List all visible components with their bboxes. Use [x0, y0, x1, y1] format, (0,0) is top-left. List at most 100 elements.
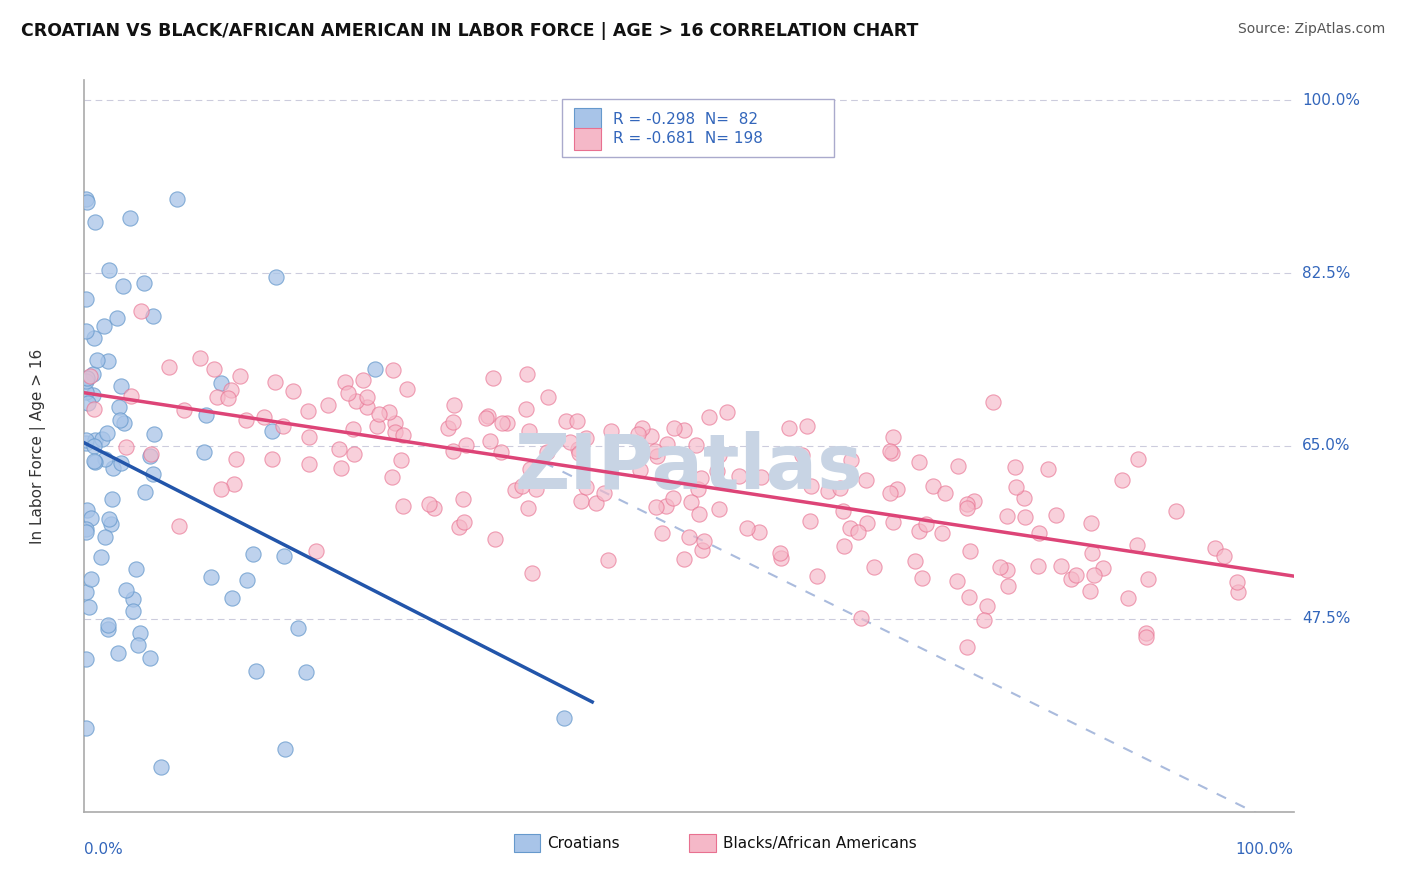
Point — [651, 526, 673, 541]
Point — [75, 292, 97, 306]
Point — [536, 390, 558, 404]
Point — [352, 373, 374, 387]
Bar — [513, 834, 540, 852]
Point — [655, 499, 678, 513]
Point — [706, 464, 728, 478]
Point — [167, 519, 190, 533]
Point — [880, 446, 903, 460]
Point — [75, 652, 97, 666]
Point — [832, 539, 855, 553]
Point — [915, 517, 938, 532]
Point — [568, 446, 591, 460]
Point — [110, 379, 132, 393]
Point — [107, 646, 129, 660]
Point — [108, 401, 131, 415]
Point — [229, 369, 252, 384]
Point — [1004, 480, 1026, 494]
Point — [882, 430, 904, 444]
Point — [778, 421, 800, 435]
Point — [828, 481, 851, 495]
Point — [479, 434, 502, 449]
Point — [105, 311, 128, 326]
Point — [100, 516, 122, 531]
Point — [93, 319, 115, 334]
Point — [524, 482, 547, 496]
Point — [441, 416, 464, 430]
Point — [769, 547, 792, 561]
Point — [997, 579, 1019, 593]
Point — [304, 544, 326, 558]
Point — [77, 599, 100, 614]
Point — [90, 549, 112, 564]
Point — [520, 566, 543, 580]
FancyBboxPatch shape — [562, 99, 834, 157]
Point — [217, 391, 239, 405]
Point — [263, 375, 285, 389]
Point — [567, 442, 589, 456]
Point — [693, 533, 716, 548]
Text: 0.0%: 0.0% — [84, 842, 124, 857]
Point — [959, 544, 981, 558]
Point — [1135, 630, 1157, 644]
Point — [882, 515, 904, 529]
Point — [593, 486, 616, 500]
Point — [441, 444, 464, 458]
Point — [748, 524, 770, 539]
Point — [908, 524, 931, 538]
Point — [904, 554, 927, 568]
Point — [575, 432, 598, 446]
Point — [1111, 473, 1133, 487]
Point — [517, 424, 540, 438]
Point — [391, 428, 413, 442]
Point — [453, 515, 475, 529]
Point — [82, 367, 104, 381]
Point — [225, 452, 247, 467]
Point — [1026, 558, 1049, 573]
Point — [946, 459, 969, 474]
Point — [851, 611, 873, 625]
Text: CROATIAN VS BLACK/AFRICAN AMERICAN IN LABOR FORCE | AGE > 16 CORRELATION CHART: CROATIAN VS BLACK/AFRICAN AMERICAN IN LA… — [21, 22, 918, 40]
Point — [596, 552, 619, 566]
Point — [422, 501, 444, 516]
Point — [800, 478, 823, 492]
Point — [517, 500, 540, 515]
Point — [138, 651, 160, 665]
Point — [491, 445, 513, 459]
Point — [90, 432, 112, 446]
Point — [560, 435, 582, 450]
Point — [97, 622, 120, 636]
Point — [1004, 459, 1026, 474]
Point — [630, 421, 652, 435]
Point — [640, 428, 662, 442]
Text: 100.0%: 100.0% — [1236, 842, 1294, 857]
Point — [242, 547, 264, 561]
Point — [173, 403, 195, 417]
Point — [356, 390, 378, 404]
Point — [957, 591, 980, 605]
Point — [536, 445, 558, 459]
Point — [75, 435, 97, 450]
Text: 47.5%: 47.5% — [1302, 612, 1350, 626]
Point — [83, 331, 105, 345]
Point — [1213, 549, 1236, 563]
Point — [125, 562, 148, 576]
Point — [817, 484, 839, 499]
Point — [342, 421, 364, 435]
Point — [976, 599, 998, 613]
Point — [120, 389, 142, 403]
Point — [477, 409, 499, 424]
Point — [655, 437, 678, 451]
Point — [378, 405, 401, 419]
Point — [129, 626, 152, 640]
Point — [75, 522, 97, 536]
Point — [503, 483, 526, 497]
Point — [112, 279, 135, 293]
Point — [437, 421, 460, 435]
Point — [79, 369, 101, 384]
Point — [839, 452, 862, 467]
Point — [384, 416, 406, 430]
Point — [329, 461, 352, 475]
Point — [1036, 461, 1059, 475]
Point — [749, 469, 772, 483]
Point — [995, 509, 1018, 524]
